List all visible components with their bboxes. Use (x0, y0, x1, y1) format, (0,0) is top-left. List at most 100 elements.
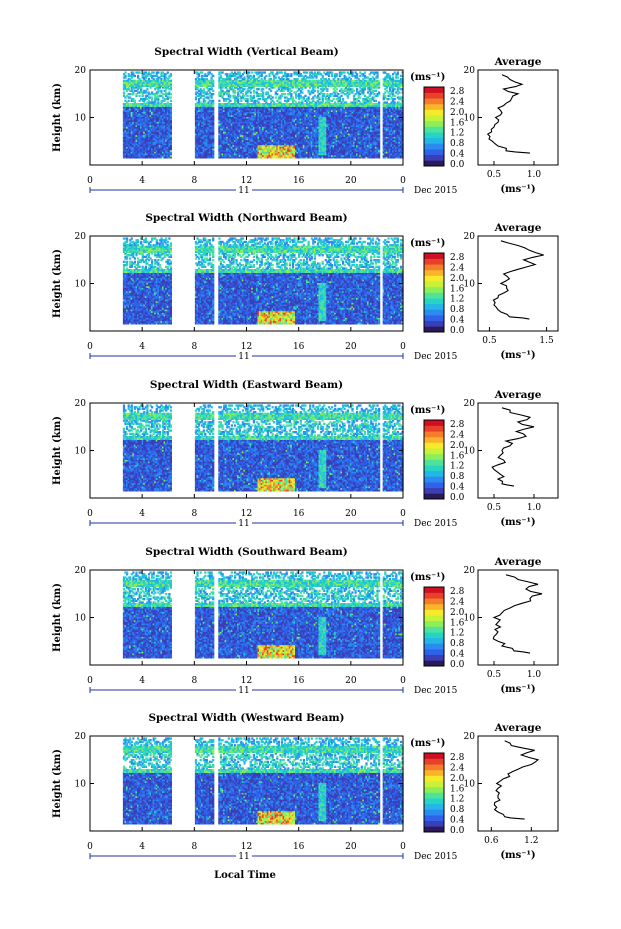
heatmap-cell (238, 71, 241, 74)
heatmap-cell (127, 156, 130, 159)
heatmap-cell (194, 111, 198, 114)
heatmap-cell (223, 84, 226, 87)
heatmap-cell (168, 106, 171, 109)
heatmap-cell (140, 132, 143, 136)
heatmap-cell (138, 124, 141, 127)
heatmap-cell (227, 132, 230, 136)
heatmap-cell (146, 126, 149, 129)
heatmap-cell (202, 84, 205, 87)
heatmap-cell (196, 94, 199, 97)
heatmap-cell (205, 79, 208, 82)
heatmap-cell (122, 129, 126, 132)
heatmap-cell (212, 132, 215, 136)
heatmap-cell (149, 128, 152, 131)
heatmap-cell (144, 74, 147, 78)
heatmap-cell (168, 81, 171, 84)
heatmap-cell (158, 94, 162, 97)
heatmap-cell (162, 136, 165, 139)
heatmap-cell (208, 88, 212, 91)
heatmap-cell (146, 139, 149, 142)
heatmap-cell (221, 106, 224, 109)
heatmap-cell (230, 156, 233, 159)
heatmap-cell (205, 81, 208, 84)
heatmap-cell (226, 104, 229, 107)
heatmap-cell (162, 104, 165, 107)
heatmap-cell (130, 93, 133, 96)
heatmap-cell (223, 119, 226, 122)
heatmap-cell (218, 129, 221, 132)
heatmap-cell (137, 136, 140, 139)
heatmap-cell (140, 131, 143, 134)
heatmap-cell (207, 146, 210, 149)
heatmap-cell (199, 151, 202, 154)
heatmap-cell (196, 73, 199, 76)
heatmap-cell (163, 142, 166, 146)
heatmap-cell (137, 91, 140, 94)
heatmap-cell (166, 96, 169, 99)
heatmap-cell (141, 142, 144, 146)
heatmap-cell (207, 73, 210, 76)
heatmap-cell (132, 156, 135, 159)
heatmap-cell (146, 123, 149, 126)
heatmap-cell (210, 119, 213, 122)
heatmap-cell (133, 129, 136, 132)
heatmap-cell (201, 126, 204, 129)
heatmap-cell (135, 111, 138, 114)
heatmap-cell (226, 132, 229, 136)
heatmap-cell (201, 89, 204, 92)
heatmap-cell (163, 144, 166, 147)
heatmap-cell (124, 142, 127, 146)
heatmap-cell (212, 109, 215, 112)
heatmap-cell (168, 74, 171, 78)
heatmap-cell (208, 81, 212, 84)
heatmap-cell (166, 111, 169, 114)
heatmap-cell (246, 98, 249, 101)
heatmap-cell (144, 123, 147, 126)
heatmap-cell (227, 129, 230, 132)
heatmap-cell (262, 91, 265, 94)
heatmap-cell (198, 128, 201, 131)
heatmap-cell (229, 103, 232, 106)
heatmap-cell (202, 108, 205, 111)
heatmap-cell (154, 128, 157, 131)
heatmap-cell (205, 106, 208, 109)
heatmap-cell (147, 131, 151, 134)
heatmap-cell (133, 152, 136, 156)
heatmap-cell (143, 149, 146, 152)
heatmap-cell (210, 101, 213, 104)
heatmap-cell (165, 126, 168, 129)
heatmap-cell (210, 152, 213, 156)
heatmap-cell (149, 79, 152, 82)
heatmap-cell (168, 137, 171, 141)
heatmap-cell (141, 147, 144, 151)
heatmap-cell (227, 149, 230, 152)
heatmap-cell (146, 149, 149, 152)
heatmap-cell (140, 154, 143, 157)
heatmap-cell (129, 139, 132, 142)
heatmap-cell (154, 124, 157, 127)
heatmap-cell (212, 142, 215, 146)
heatmap-cell (223, 154, 226, 157)
heatmap-cell (227, 124, 230, 127)
heatmap-cell (219, 132, 223, 136)
heatmap-cell (157, 124, 160, 127)
heatmap-cell (157, 79, 160, 82)
heatmap-cell (126, 121, 129, 124)
heatmap-cell (141, 129, 144, 132)
heatmap-cell (169, 131, 172, 134)
heatmap-cell (204, 101, 207, 104)
heatmap-cell (140, 89, 143, 92)
heatmap-cell (162, 74, 165, 78)
heatmap-cell (141, 81, 144, 84)
heatmap-cell (154, 118, 157, 121)
heatmap-cell (162, 111, 165, 114)
heatmap-cell (137, 144, 140, 147)
heatmap-cell (226, 116, 229, 119)
heatmap-cell (157, 91, 160, 94)
heatmap-cell (205, 96, 208, 99)
heatmap-cell (194, 128, 198, 131)
heatmap-cell (163, 132, 166, 136)
heatmap-cell (219, 124, 223, 127)
heatmap-cell (221, 151, 224, 154)
heatmap-cell (168, 151, 171, 154)
